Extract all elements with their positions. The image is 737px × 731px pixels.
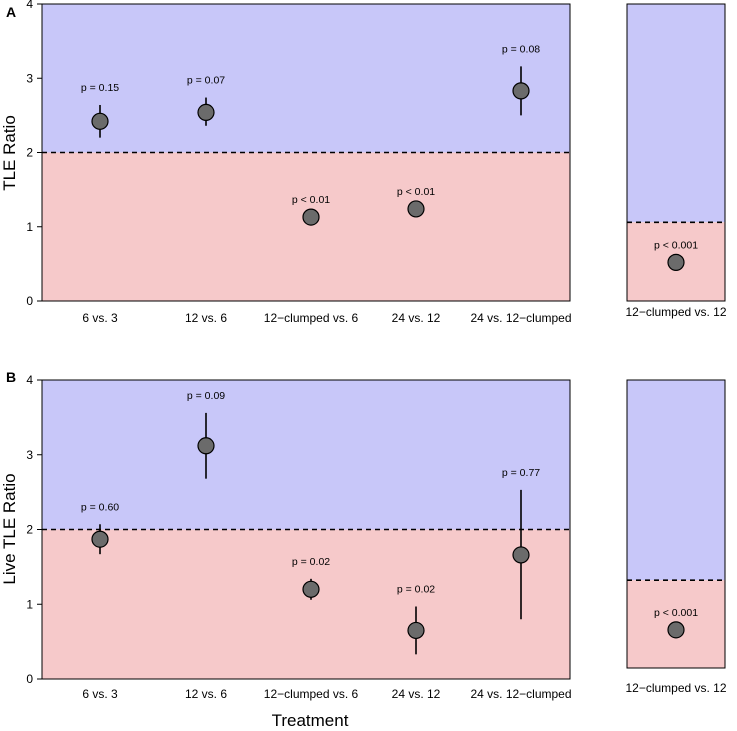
data-point [91,530,109,548]
plot-frame [626,3,726,302]
plot-frame [41,379,571,680]
panel-a-y-axis-label: TLE Ratio [0,115,19,191]
plot-frame [41,3,571,302]
y-tick-label: 2 [26,523,33,537]
y-tick-label: 4 [26,0,33,11]
data-point [407,200,425,218]
panel-b-y-axis-label: Live TLE Ratio [0,473,19,584]
category-label: 24 vs. 12 [392,687,441,701]
p-value-label: p < 0.01 [397,186,435,198]
region-below-reference [42,529,570,679]
p-value-label: p = 0.02 [397,583,435,595]
category-label: 12 vs. 6 [185,311,227,325]
y-tick-label: 1 [26,597,33,611]
category-label: 24 vs. 12−clumped [470,311,571,325]
p-value-label: p = 0.08 [502,43,540,55]
region-above-reference [627,4,725,223]
panel-a-label: A [6,4,16,20]
region-above-reference [42,380,570,530]
region-below-reference [42,152,570,301]
plot-frame [626,379,726,669]
p-value-label: p = 0.07 [187,75,225,87]
data-point [302,580,320,598]
data-point [512,82,530,100]
category-label: 12 vs. 6 [185,687,227,701]
panel-a-main-plot: 0 1 2 3 4 p = 0.15 6 vs. 3 p = 0.07 12 vs. 6 p < … [26,0,571,325]
y-tick-label: 0 [26,672,33,686]
data-point [667,253,685,271]
panel-b-side-plot: p < 0.001 12−clumped vs. 12 [625,379,727,695]
category-label: 24 vs. 12−clumped [470,687,571,701]
y-tick-label: 2 [26,146,33,160]
category-label: 12−clumped vs. 12 [625,305,726,319]
category-label: 6 vs. 3 [82,311,118,325]
y-tick-label: 0 [26,294,33,308]
p-value-label: p < 0.001 [654,239,698,251]
data-point [512,546,530,564]
p-value-label: p < 0.001 [654,607,698,619]
p-value-label: p = 0.60 [81,501,119,513]
category-label: 24 vs. 12 [392,311,441,325]
category-label: 12−clumped vs. 12 [625,681,726,695]
category-label: 12−clumped vs. 6 [264,687,359,701]
p-value-label: p = 0.15 [81,82,119,94]
region-above-reference [42,4,570,153]
p-value-label: p = 0.09 [187,390,225,402]
y-tick-label: 3 [26,448,33,462]
data-point [91,112,109,130]
category-label: 6 vs. 3 [82,687,118,701]
p-value-label: p = 0.02 [292,556,330,568]
data-point [407,621,425,640]
p-value-label: p = 0.77 [502,467,540,479]
data-point [302,208,320,226]
y-tick-label: 1 [26,220,33,234]
data-point [197,103,215,122]
panel-a-side-plot: p < 0.001 12−clumped vs. 12 [625,3,727,319]
x-axis-label: Treatment [272,711,349,730]
y-tick-label: 4 [26,373,33,387]
data-point [667,621,685,639]
y-tick-label: 3 [26,71,33,85]
region-above-reference [627,380,725,581]
panel-b-main-plot: 0 1 2 3 4 p = 0.60 6 vs. 3 p = 0.09 12 vs. 6 p = … [26,373,571,701]
category-label: 12−clumped vs. 6 [264,311,359,325]
data-point [197,437,215,455]
p-value-label: p < 0.01 [292,194,330,206]
panel-b-label: B [6,369,16,385]
